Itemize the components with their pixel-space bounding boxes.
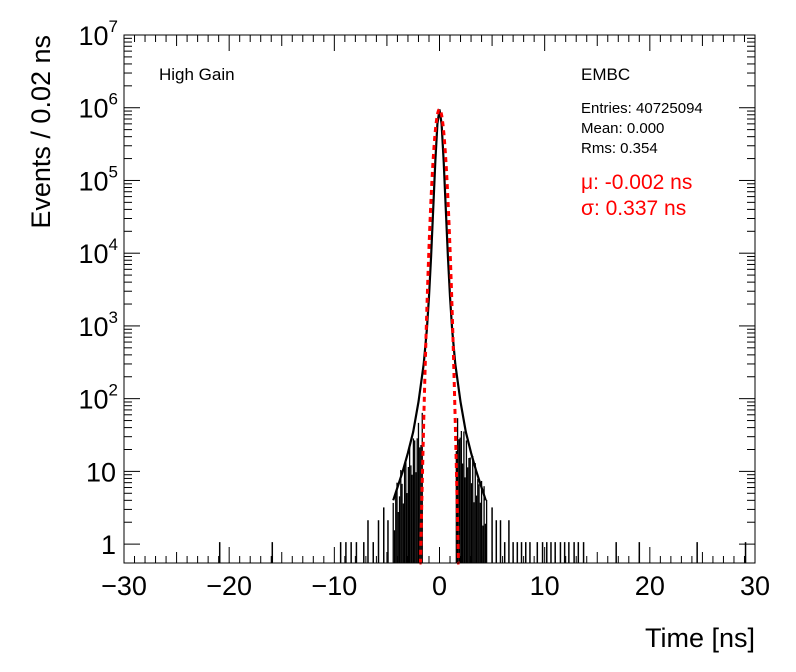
y-axis-title: Events / 0.02 ns xyxy=(26,35,56,229)
fit-mu-label: μ: -0.002 ns xyxy=(581,171,692,194)
x-axis: −30 −20 −10 0 10 20 30 xyxy=(101,35,770,601)
y-tick-label: 106 xyxy=(78,90,118,124)
stats-mean: Mean: 0.000 xyxy=(581,120,664,137)
y-axis: 1 10 102 103 104 105 106 107 xyxy=(78,17,755,560)
x-axis-title: Time [ns] xyxy=(645,623,755,653)
x-tick-label: 10 xyxy=(530,571,560,601)
histogram-core xyxy=(392,109,487,501)
x-tick-label: 30 xyxy=(740,571,770,601)
histogram-layer xyxy=(218,109,747,563)
y-tick-label: 103 xyxy=(78,308,118,342)
region-label: EMBC xyxy=(581,65,630,84)
y-tick-label: 1 xyxy=(101,530,116,560)
y-tick-label: 102 xyxy=(78,381,118,415)
y-tick-label: 107 xyxy=(78,17,118,51)
x-tick-label: −30 xyxy=(101,571,147,601)
y-tick-label: 104 xyxy=(78,235,118,269)
stats-entries: Entries: 40725094 xyxy=(581,100,703,117)
corner-label: High Gain xyxy=(159,65,235,84)
x-tick-label: 20 xyxy=(635,571,665,601)
stats-rms: Rms: 0.354 xyxy=(581,140,658,157)
x-tick-label: −20 xyxy=(206,571,252,601)
y-tick-label: 10 xyxy=(86,457,116,487)
x-tick-label: 0 xyxy=(432,571,447,601)
fit-sigma-label: σ: 0.337 ns xyxy=(581,197,686,220)
x-tick-label: −10 xyxy=(311,571,357,601)
y-tick-label: 105 xyxy=(78,162,118,196)
